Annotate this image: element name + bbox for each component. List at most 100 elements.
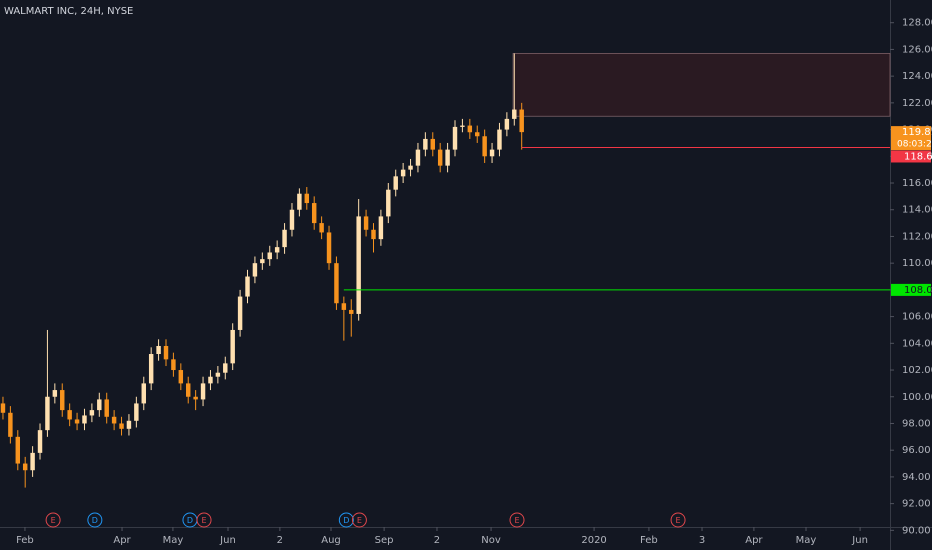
candle-body	[452, 126, 458, 150]
y-tick-label: 106.00	[902, 312, 932, 323]
y-tick-label: 112.00	[902, 231, 932, 242]
candle-body	[482, 136, 487, 157]
candle-body	[386, 189, 391, 217]
last-price-label: 119.81	[902, 127, 932, 138]
candle-body	[356, 216, 361, 314]
candle-body	[111, 416, 117, 424]
candle-body	[423, 138, 428, 150]
candle-body	[371, 229, 376, 240]
candle-body	[319, 223, 324, 233]
y-tick-label: 116.00	[902, 178, 932, 189]
candle-body	[215, 372, 221, 377]
x-tick-label: Aug	[321, 535, 341, 546]
x-tick-label: Feb	[640, 535, 658, 546]
level-tag	[891, 283, 931, 296]
candle-body	[186, 383, 191, 397]
candle-body	[223, 363, 228, 373]
candle-body	[267, 252, 272, 260]
level-tag	[891, 150, 931, 163]
candle-body	[341, 303, 347, 310]
candle-body	[437, 149, 443, 166]
candle-body	[178, 370, 184, 384]
x-tick-label: Apr	[113, 535, 131, 546]
level-label: 108.00	[904, 285, 932, 296]
candle-body	[363, 216, 369, 230]
y-tick-label: 128.00	[902, 18, 932, 29]
x-tick-label: Jun	[851, 535, 868, 546]
candle-body	[156, 345, 161, 355]
candle-body	[304, 193, 310, 204]
candle-body	[126, 420, 132, 429]
x-tick-label: Nov	[481, 535, 501, 546]
y-tick-label: 110.00	[902, 258, 932, 269]
candle-body	[475, 132, 480, 137]
candle-body	[489, 149, 495, 157]
candle-body	[30, 452, 35, 471]
candle-body	[326, 232, 332, 264]
event-label: E	[51, 516, 56, 525]
candle-body	[519, 109, 524, 133]
x-tick-label: Sep	[375, 535, 394, 546]
candle-body	[171, 359, 176, 371]
candle-body	[15, 436, 21, 464]
candle-body	[200, 383, 206, 400]
event-label: D	[92, 516, 98, 525]
candle-body	[119, 423, 124, 429]
event-marker	[509, 512, 525, 528]
event-label: D	[187, 516, 193, 525]
y-tick-label: 98.00	[902, 418, 931, 429]
event-marker	[338, 512, 354, 528]
candle-body	[460, 125, 465, 127]
y-tick-label: 126.00	[902, 44, 932, 55]
event-marker	[87, 512, 103, 528]
candle-body	[467, 125, 473, 133]
y-tick-label: 104.00	[902, 338, 932, 349]
countdown-label: 08:03:20	[897, 140, 932, 150]
level-label: 118.66	[904, 151, 932, 162]
candle-body	[45, 396, 50, 431]
y-tick-label: 124.00	[902, 71, 932, 82]
candle-body	[400, 169, 406, 177]
x-tick-label: May	[796, 535, 817, 546]
y-tick-label: 90.00	[902, 525, 931, 536]
candle-body	[237, 296, 243, 330]
event-label: E	[514, 516, 519, 525]
y-tick-label: 96.00	[902, 445, 931, 456]
x-tick-label: 2020	[581, 535, 606, 546]
candle-body	[37, 430, 43, 453]
candle-body	[22, 463, 28, 471]
y-tick-label: 92.00	[902, 499, 931, 510]
y-tick-label: 100.00	[902, 392, 932, 403]
candle-body	[0, 403, 6, 413]
candle-body	[504, 118, 510, 130]
x-tick-label: 2	[277, 535, 283, 546]
event-label: D	[343, 516, 349, 525]
candle-body	[408, 165, 413, 170]
candle-body	[163, 345, 169, 360]
candle-body	[134, 403, 139, 421]
event-label: E	[357, 516, 362, 525]
candle-body	[82, 415, 87, 424]
candle-body	[349, 309, 354, 314]
candle-body	[52, 390, 58, 397]
x-tick-label: 3	[699, 535, 705, 546]
candle-body	[393, 176, 398, 190]
candle-body	[512, 109, 517, 119]
candle-body	[60, 390, 65, 411]
candle-body	[282, 229, 287, 248]
candle-body	[445, 149, 450, 166]
x-tick-label: Feb	[16, 535, 34, 546]
x-tick-label: 2	[434, 535, 440, 546]
zone	[512, 53, 891, 117]
candle-body	[8, 412, 13, 437]
candle-body	[415, 149, 421, 166]
event-label: E	[202, 516, 207, 525]
candle-body	[230, 329, 235, 364]
last-price-tag	[891, 126, 931, 151]
candle-body	[430, 138, 435, 150]
y-tick-label: 94.00	[902, 472, 931, 483]
candle-body	[208, 376, 213, 384]
event-marker	[196, 512, 212, 528]
candle-body	[193, 396, 198, 400]
candle-body	[311, 203, 317, 224]
